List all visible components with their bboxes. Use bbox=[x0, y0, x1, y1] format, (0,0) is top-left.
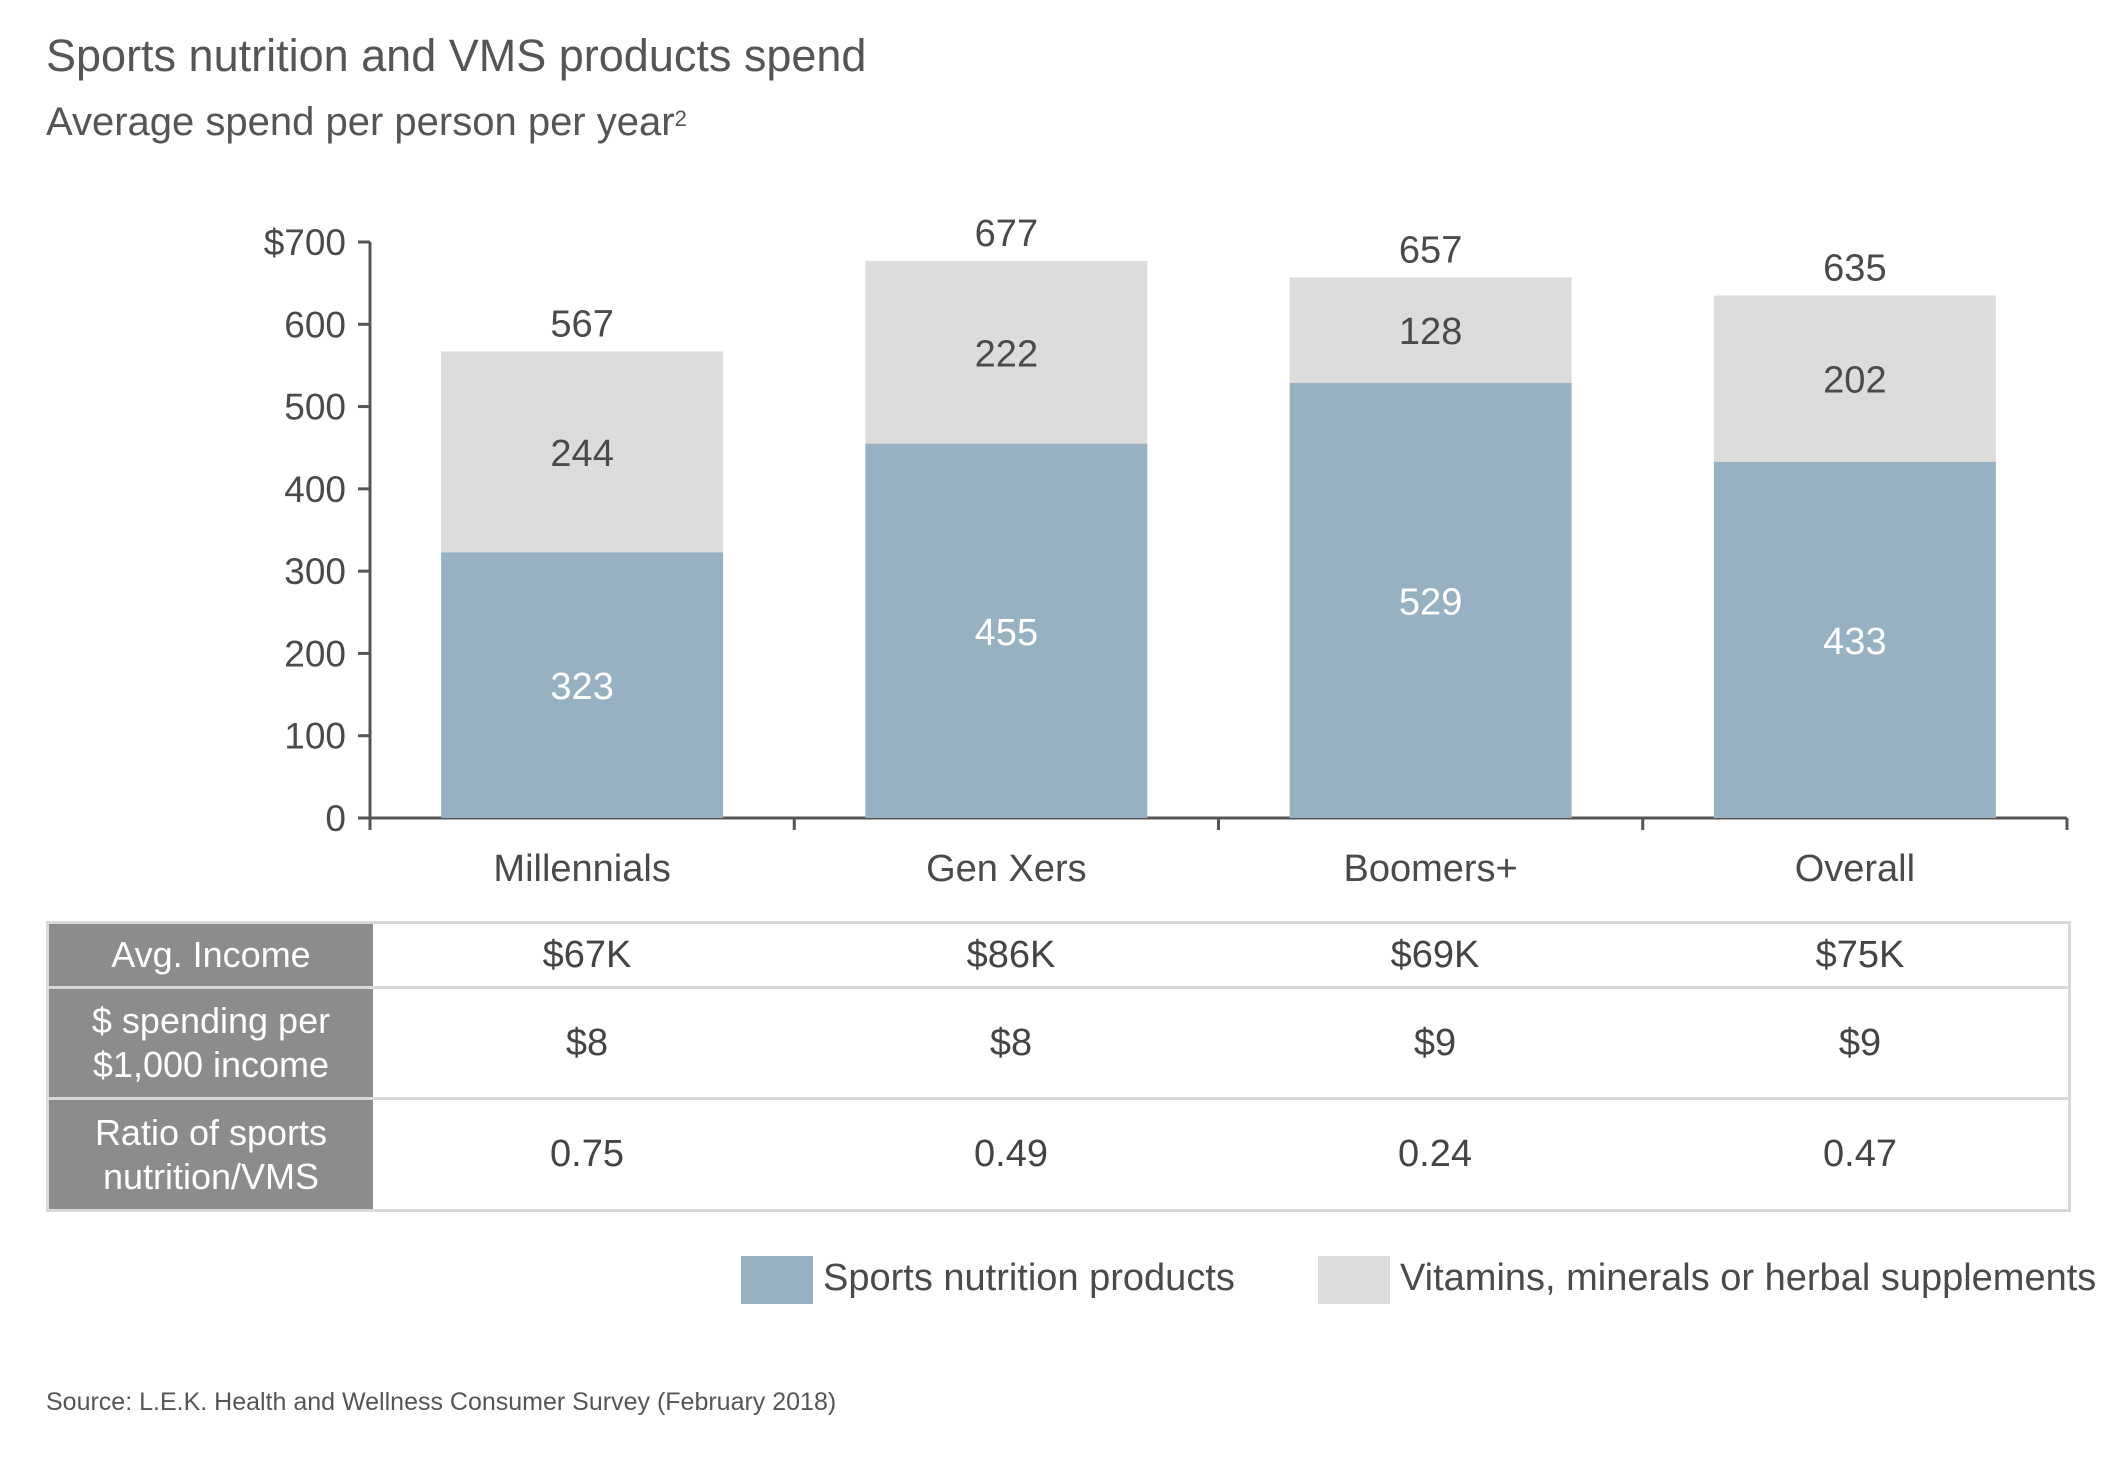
total-label: 567 bbox=[550, 303, 613, 345]
row-header: Ratio of sports nutrition/VMS bbox=[49, 1100, 376, 1209]
bar-vms bbox=[441, 351, 724, 553]
y-tick-label: 100 bbox=[284, 716, 346, 757]
data-label-vms: 222 bbox=[975, 333, 1038, 375]
legend-swatch-sports-nutrition bbox=[741, 1256, 813, 1304]
total-label: 657 bbox=[1399, 229, 1462, 271]
data-label-vms: 128 bbox=[1399, 311, 1462, 353]
x-tick-label: Gen Xers bbox=[926, 848, 1087, 890]
legend-label-vms: Vitamins, minerals or herbal supplements bbox=[1400, 1257, 2097, 1299]
subtitle-footnote: 2 bbox=[674, 106, 687, 131]
source-note: Source: L.E.K. Health and Wellness Consu… bbox=[46, 1388, 837, 1416]
x-axis: Millennials Gen Xers Boomers+ Overall bbox=[368, 816, 2069, 890]
table-cell: $69K bbox=[1390, 933, 1480, 976]
data-label-sports-nutrition: 529 bbox=[1399, 581, 1462, 623]
table-cell: 0.49 bbox=[974, 1133, 1048, 1175]
bar-sports-nutrition bbox=[1713, 461, 1996, 818]
y-tick-label: $700 bbox=[264, 222, 346, 263]
y-tick-label: 300 bbox=[284, 551, 346, 592]
data-label-sports-nutrition: 433 bbox=[1823, 621, 1886, 663]
chart-subtitle: Average spend per person per year2 bbox=[46, 100, 687, 145]
bar-labels: 323 244 567 455 222 677 529 128 657 433 202 635 bbox=[550, 213, 1886, 708]
table-cell: $86K bbox=[966, 933, 1056, 976]
x-tick-label: Overall bbox=[1795, 848, 1915, 890]
total-label: 635 bbox=[1823, 247, 1886, 289]
y-tick-label: 200 bbox=[284, 633, 346, 674]
legend-swatch-vms bbox=[1318, 1256, 1390, 1304]
bar-vms bbox=[1289, 277, 1572, 383]
y-axis: 0 100 200 300 400 500 600 $700 bbox=[264, 222, 372, 839]
table-cell: 0.75 bbox=[550, 1133, 624, 1175]
table-cell: $75K bbox=[1815, 933, 1905, 976]
y-tick-label: 600 bbox=[284, 304, 346, 345]
table-cell: 0.24 bbox=[1398, 1133, 1472, 1175]
x-tick-label: Millennials bbox=[493, 848, 670, 890]
row-header: $ spending per $1,000 income bbox=[49, 989, 376, 1097]
data-label-sports-nutrition: 323 bbox=[550, 666, 613, 708]
table-row-avg-income: Avg. Income $67K $86K $69K $75K bbox=[49, 924, 2068, 989]
chart-title: Sports nutrition and VMS products spend bbox=[46, 30, 867, 81]
bar-sports-nutrition bbox=[865, 443, 1148, 818]
legend-label-sports-nutrition: Sports nutrition products bbox=[823, 1257, 1235, 1299]
row-header: Avg. Income bbox=[49, 924, 376, 986]
table-cell: $67K bbox=[542, 933, 632, 976]
stacked-bar-chart: 0 100 200 300 400 500 600 $700 Millennials Gen X… bbox=[264, 213, 2069, 890]
y-tick-label: 400 bbox=[284, 469, 346, 510]
y-tick-label: 0 bbox=[325, 798, 346, 839]
subtitle-text: Average spend per person per year bbox=[46, 100, 675, 144]
bars bbox=[441, 260, 1996, 818]
y-tick-label: 500 bbox=[284, 387, 346, 428]
data-label-sports-nutrition: 455 bbox=[975, 612, 1038, 654]
bar-vms bbox=[1713, 295, 1996, 462]
table-cell: $9 bbox=[1413, 1021, 1457, 1064]
table-cell: 0.47 bbox=[1823, 1133, 1897, 1175]
x-tick-label: Boomers+ bbox=[1344, 848, 1518, 890]
total-label: 677 bbox=[975, 213, 1038, 255]
bar-vms bbox=[865, 260, 1148, 444]
table-row-ratio: Ratio of sports nutrition/VMS 0.75 0.49 … bbox=[49, 1100, 2068, 1209]
data-label-vms: 202 bbox=[1823, 360, 1886, 402]
data-label-vms: 244 bbox=[550, 433, 613, 475]
data-table: Avg. Income $67K $86K $69K $75K $ spendi… bbox=[46, 921, 2071, 1212]
table-cell: $8 bbox=[565, 1021, 609, 1064]
table-cell: $9 bbox=[1838, 1021, 1882, 1064]
bar-sports-nutrition bbox=[1289, 382, 1572, 818]
table-row-spending-per-income: $ spending per $1,000 income $8 $8 $9 $9 bbox=[49, 989, 2068, 1100]
legend: Sports nutrition products Vitamins, mine… bbox=[0, 1253, 2118, 1304]
bar-sports-nutrition bbox=[441, 552, 724, 818]
table-cell: $8 bbox=[989, 1021, 1033, 1064]
